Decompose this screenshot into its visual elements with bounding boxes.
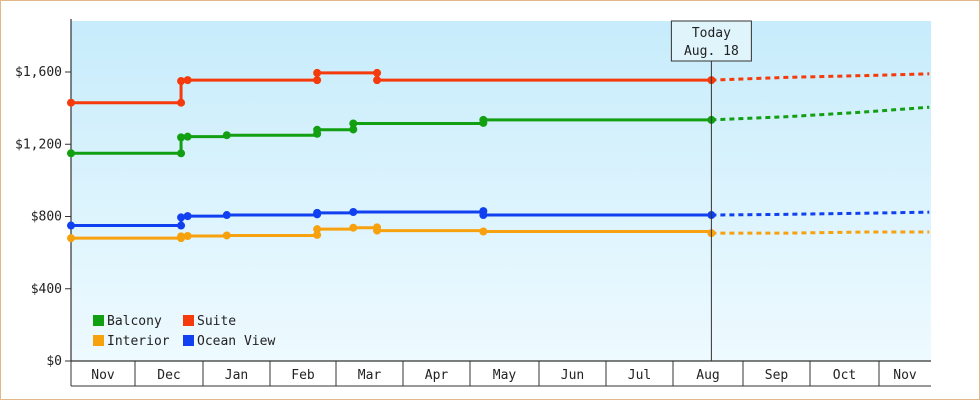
legend-item-suite[interactable]: Suite bbox=[183, 314, 236, 329]
x-tick-label: Nov bbox=[91, 368, 115, 383]
data-point-balcony[interactable] bbox=[177, 133, 186, 142]
data-point-interior[interactable] bbox=[349, 223, 358, 232]
x-tick-label: Aug bbox=[696, 368, 719, 383]
y-tick-label: $400 bbox=[31, 282, 62, 297]
plot-area bbox=[71, 21, 931, 361]
legend-label: Interior bbox=[107, 334, 170, 349]
legend: Balcony Suite Interior Ocean View bbox=[93, 314, 275, 349]
y-axis: $0 $400 $800 $1,200 $1,600 bbox=[15, 19, 72, 369]
x-tick-label: Mar bbox=[358, 368, 382, 383]
data-point-interior[interactable] bbox=[183, 232, 192, 241]
forecast-line-interior bbox=[711, 230, 930, 235]
x-tick-label: May bbox=[493, 368, 517, 383]
today-label: Today bbox=[692, 26, 731, 41]
series-interior bbox=[67, 223, 930, 243]
data-point-suite[interactable] bbox=[313, 68, 322, 77]
data-point-balcony[interactable] bbox=[67, 149, 75, 158]
today-marker: Today Aug. 18 bbox=[670, 20, 752, 361]
series-layer bbox=[67, 68, 930, 243]
data-point-suite[interactable] bbox=[183, 76, 192, 85]
data-point-interior[interactable] bbox=[177, 232, 186, 241]
x-tick-label: Jan bbox=[225, 368, 248, 383]
data-point-suite[interactable] bbox=[177, 98, 186, 107]
data-point-balcony[interactable] bbox=[349, 119, 358, 128]
today-box bbox=[670, 20, 752, 62]
data-point-ocean-view[interactable] bbox=[177, 221, 186, 230]
x-tick-label: Nov bbox=[893, 368, 917, 383]
data-point-balcony[interactable] bbox=[349, 125, 358, 134]
data-point-interior[interactable] bbox=[479, 227, 488, 236]
x-tick-label: Apr bbox=[425, 368, 449, 383]
data-point-interior[interactable] bbox=[67, 234, 75, 243]
data-point-interior[interactable] bbox=[222, 231, 231, 240]
x-tick-label: Dec bbox=[157, 368, 180, 383]
legend-swatch bbox=[183, 335, 194, 346]
series-ocean-view bbox=[67, 207, 930, 230]
forecast-line-suite bbox=[711, 72, 930, 82]
data-point-suite[interactable] bbox=[67, 98, 75, 107]
data-point-ocean-view[interactable] bbox=[479, 211, 488, 220]
x-tick-label: Oct bbox=[833, 368, 856, 383]
data-point-balcony[interactable] bbox=[183, 132, 192, 141]
data-point-ocean-view[interactable] bbox=[67, 221, 75, 230]
data-point-ocean-view[interactable] bbox=[349, 207, 358, 216]
y-tick-label: $1,200 bbox=[15, 137, 62, 152]
legend-swatch bbox=[183, 315, 194, 326]
legend-swatch bbox=[93, 335, 104, 346]
series-suite bbox=[67, 68, 930, 107]
data-point-interior[interactable] bbox=[313, 230, 322, 239]
legend-swatch bbox=[93, 315, 104, 326]
data-point-ocean-view[interactable] bbox=[222, 211, 231, 220]
data-point-balcony[interactable] bbox=[177, 149, 186, 158]
x-tick-label: Feb bbox=[291, 368, 315, 383]
data-point-ocean-view[interactable] bbox=[183, 212, 192, 221]
legend-item-balcony[interactable]: Balcony bbox=[93, 314, 162, 329]
data-point-ocean-view[interactable] bbox=[313, 208, 322, 217]
data-point-suite[interactable] bbox=[373, 68, 382, 77]
data-point-balcony[interactable] bbox=[313, 125, 322, 134]
x-tick-label: Jul bbox=[628, 368, 651, 383]
legend-item-ocean-view[interactable]: Ocean View bbox=[183, 334, 275, 349]
data-point-balcony[interactable] bbox=[222, 131, 231, 140]
data-point-suite[interactable] bbox=[313, 76, 322, 85]
today-date: Aug. 18 bbox=[684, 44, 739, 59]
legend-label: Ocean View bbox=[197, 334, 275, 349]
y-tick-label: $0 bbox=[46, 354, 62, 369]
data-point-interior[interactable] bbox=[373, 226, 382, 235]
data-point-suite[interactable] bbox=[373, 76, 382, 85]
data-point-interior[interactable] bbox=[313, 225, 322, 234]
x-tick-label: Sep bbox=[765, 368, 789, 383]
data-point-balcony[interactable] bbox=[479, 115, 488, 124]
x-axis: Nov Dec Jan Feb Mar Apr May Jun Jul Aug Sep Oct Nov bbox=[70, 360, 931, 387]
legend-item-interior[interactable]: Interior bbox=[93, 334, 170, 349]
y-tick-label: $1,600 bbox=[15, 65, 62, 80]
y-tick-label: $800 bbox=[31, 210, 62, 225]
legend-label: Suite bbox=[197, 314, 236, 329]
forecast-line-balcony bbox=[711, 105, 930, 122]
series-balcony bbox=[67, 105, 930, 158]
forecast-line-ocean-view bbox=[711, 210, 930, 217]
data-point-suite[interactable] bbox=[177, 77, 186, 86]
legend-label: Balcony bbox=[107, 314, 162, 329]
data-point-ocean-view[interactable] bbox=[177, 213, 186, 222]
x-tick-label: Jun bbox=[561, 368, 584, 383]
